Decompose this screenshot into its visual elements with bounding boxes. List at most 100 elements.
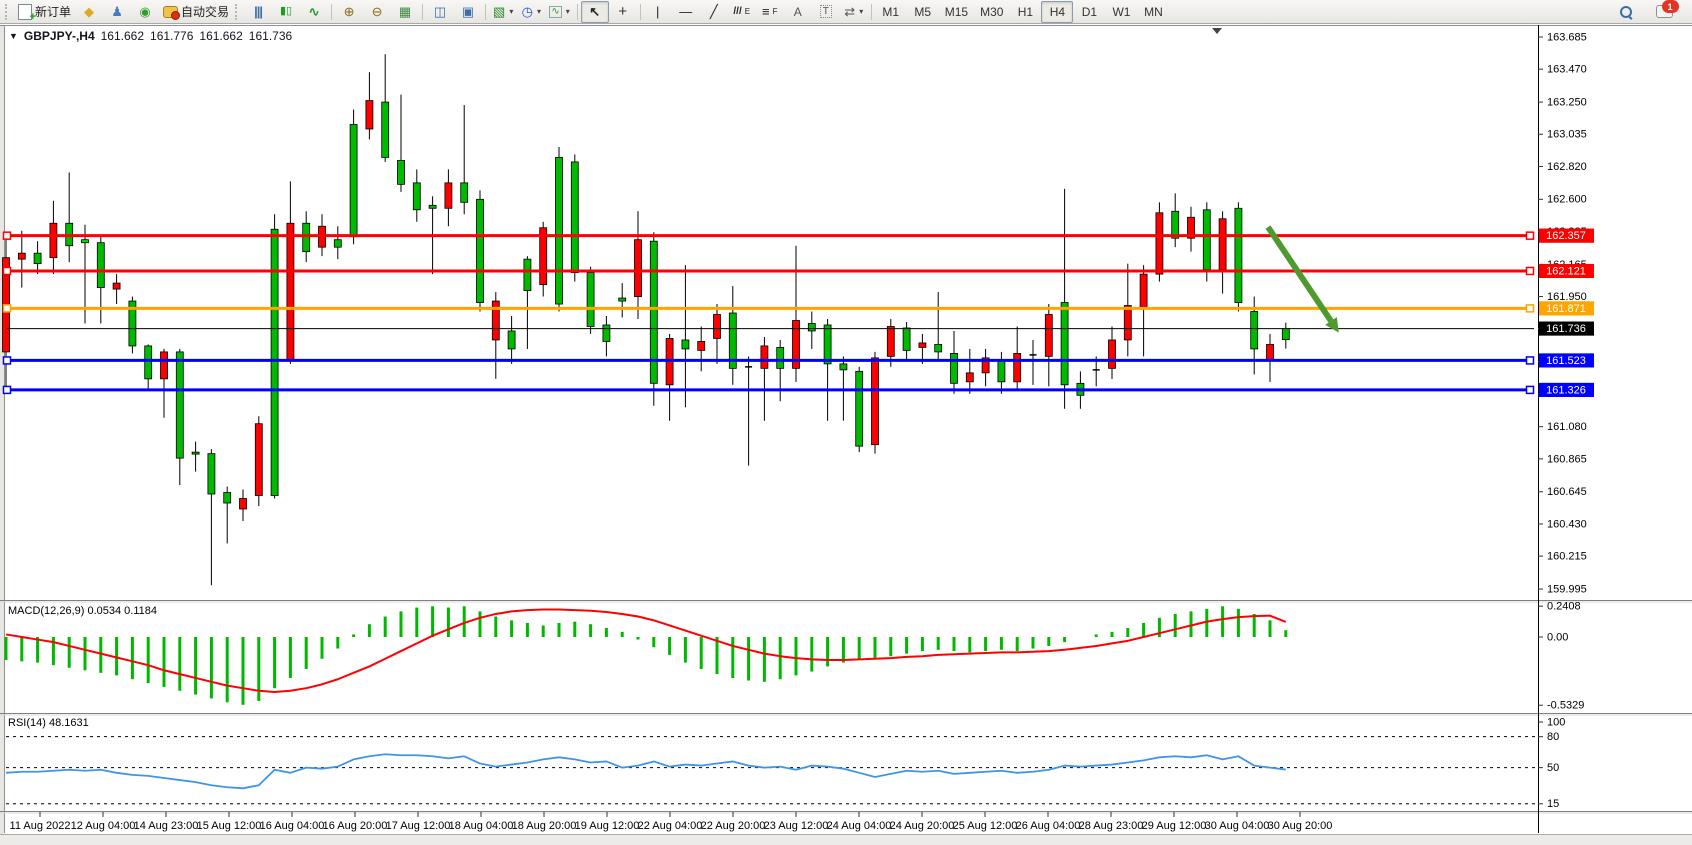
tile-windows-button[interactable]: ▦ bbox=[391, 1, 419, 23]
level-line-handle[interactable] bbox=[1525, 356, 1535, 365]
zoom-in-button[interactable]: ⊕ bbox=[335, 1, 363, 23]
time-axis-label: 30 Aug 04:00 bbox=[1205, 820, 1270, 832]
macd-histogram-bar bbox=[494, 616, 498, 637]
crosshair-tool-button[interactable]: + bbox=[609, 1, 637, 23]
time-axis-label: 11 Aug 2022 bbox=[10, 820, 71, 832]
macd-histogram-bar bbox=[620, 631, 624, 637]
time-axis-label: 18 Aug 04:00 bbox=[449, 820, 514, 832]
macd-histogram-bar bbox=[573, 621, 577, 637]
price-axis-tick: 160.430 bbox=[1547, 518, 1587, 530]
vertical-line-tool-button[interactable]: | bbox=[644, 1, 672, 23]
level-line-handle[interactable] bbox=[2, 385, 12, 395]
timeframe-button-D1[interactable]: D1 bbox=[1081, 4, 1098, 19]
arrows-tool-button[interactable]: ⇄ ▾ bbox=[840, 1, 868, 23]
candle-body bbox=[365, 100, 374, 130]
level-line-handle[interactable] bbox=[2, 356, 12, 365]
timeframe-button-M30[interactable]: M30 bbox=[980, 4, 1004, 19]
time-axis-label: 23 Aug 12:00 bbox=[764, 820, 829, 832]
clock-icon: ◷ bbox=[521, 4, 533, 19]
bar-chart-button[interactable]: ||| bbox=[244, 1, 272, 23]
new-order-button[interactable]: + 新订单 bbox=[14, 1, 75, 23]
price-axis-tick: 163.685 bbox=[1547, 31, 1587, 43]
timeframe-button-M5[interactable]: M5 bbox=[914, 4, 932, 19]
zoom-out-button[interactable]: ⊖ bbox=[363, 1, 391, 23]
timeframe-button-M1[interactable]: M1 bbox=[882, 4, 900, 19]
candle-body bbox=[523, 258, 532, 291]
macd-histogram-bar bbox=[367, 624, 371, 637]
doji-candle bbox=[1029, 354, 1037, 356]
trendline-icon: ╱ bbox=[709, 4, 718, 19]
text-label-tool-button[interactable]: T bbox=[812, 1, 840, 23]
macd-histogram-bar bbox=[1094, 634, 1098, 637]
indicators-button[interactable]: ∿ ▾ bbox=[545, 1, 573, 23]
candle-body bbox=[792, 320, 800, 369]
new-chart-button[interactable]: ▧ ▾ bbox=[489, 1, 517, 23]
candle-body bbox=[871, 357, 879, 446]
candle-body bbox=[507, 330, 516, 350]
timeframe-button-M15[interactable]: M15 bbox=[944, 4, 969, 19]
chart-shift-button[interactable]: ▣ bbox=[454, 1, 482, 23]
auto-trading-label: 自动交易 bbox=[181, 5, 230, 19]
level-line-handle[interactable] bbox=[1525, 385, 1535, 395]
notifications-button[interactable]: 1 bbox=[1650, 0, 1679, 23]
periods-button[interactable]: ◷ ▾ bbox=[517, 1, 545, 23]
toolbar-grip bbox=[235, 3, 242, 20]
level-line-handle[interactable] bbox=[2, 231, 12, 240]
trendline-tool-button[interactable]: ╱ bbox=[700, 1, 728, 23]
macd-histogram-bar bbox=[747, 637, 751, 681]
signals-button[interactable]: ◉ bbox=[131, 1, 159, 23]
ohlc-low: 161.662 bbox=[199, 29, 243, 43]
auto-trading-button[interactable]: 自动交易 bbox=[159, 1, 233, 23]
timeframe-button-H1[interactable]: H1 bbox=[1017, 4, 1034, 19]
down-arrow-annotation[interactable] bbox=[1265, 225, 1334, 323]
level-line-handle[interactable] bbox=[1525, 304, 1535, 313]
chart-shift-marker[interactable] bbox=[1212, 28, 1222, 34]
level-line-handle[interactable] bbox=[1525, 266, 1535, 276]
candle-body bbox=[81, 239, 89, 244]
auto-arrange-button[interactable]: ◫ bbox=[426, 1, 454, 23]
candle-body bbox=[649, 240, 658, 384]
level-line-handle[interactable] bbox=[1525, 231, 1535, 240]
macd-histogram-bar bbox=[1173, 613, 1177, 637]
search-button[interactable] bbox=[1612, 1, 1640, 23]
rsi-indicator-label: RSI(14) 48.1631 bbox=[8, 717, 89, 729]
market-button[interactable]: ◆ bbox=[75, 1, 103, 23]
candlestick-chart-button[interactable]: ▮▯ bbox=[272, 1, 300, 23]
symbol-dropdown-icon[interactable]: ▼ bbox=[9, 31, 18, 41]
timeframe-button-H4[interactable]: H4 bbox=[1041, 0, 1074, 23]
cursor-tool-button[interactable]: ↖ bbox=[580, 0, 609, 23]
macd-histogram-bar bbox=[399, 611, 403, 637]
candle-body bbox=[96, 242, 105, 288]
macd-histogram-bar bbox=[478, 611, 482, 637]
level-line-handle[interactable] bbox=[2, 304, 12, 313]
chart-shift-icon: ▣ bbox=[461, 4, 475, 19]
level-line-handle[interactable] bbox=[2, 266, 12, 276]
candle-body bbox=[1139, 273, 1148, 308]
channel-tool-button[interactable]: /// E bbox=[728, 1, 756, 23]
macd-histogram-bar bbox=[652, 637, 656, 648]
community-button[interactable]: ♟ bbox=[103, 1, 131, 23]
timeframe-button-W1[interactable]: W1 bbox=[1112, 4, 1131, 19]
candle-body bbox=[128, 300, 137, 347]
macd-histogram-bar bbox=[557, 622, 561, 637]
time-axis-label: 15 Aug 12:00 bbox=[197, 820, 262, 832]
macd-histogram-bar bbox=[1015, 637, 1019, 652]
rsi-value: 48.1631 bbox=[48, 717, 89, 729]
text-tool-button[interactable]: A bbox=[784, 1, 812, 23]
toolbar-separator bbox=[485, 3, 487, 20]
chevron-down-icon: ▾ bbox=[509, 7, 514, 16]
rsi-axis-tick: 100 bbox=[1547, 716, 1565, 728]
chart-symbol-label[interactable]: ▼ GBPJPY-,H4 161.662 161.776 161.662 161… bbox=[9, 29, 292, 43]
candle-body bbox=[286, 222, 295, 362]
candle-body bbox=[49, 222, 58, 259]
candle-body bbox=[270, 228, 279, 496]
macd-histogram-bar bbox=[794, 637, 798, 676]
timeframe-button-MN[interactable]: MN bbox=[1144, 4, 1163, 19]
macd-histogram-bar bbox=[194, 637, 198, 695]
line-chart-button[interactable]: ∿ bbox=[300, 1, 328, 23]
price-axis-tick: 159.995 bbox=[1547, 583, 1587, 595]
fibonacci-tool-button[interactable]: ≡ F bbox=[756, 1, 784, 23]
horizontal-line-tool-button[interactable]: — bbox=[672, 1, 700, 23]
candle-body bbox=[381, 101, 390, 158]
